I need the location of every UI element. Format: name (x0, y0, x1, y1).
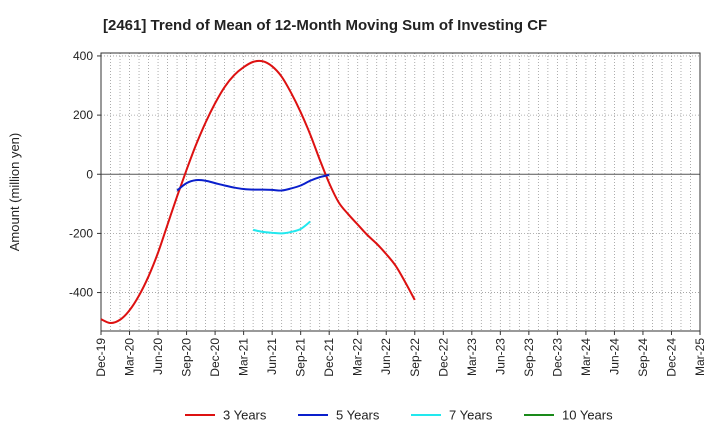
x-tick-label: Jun-21 (265, 338, 279, 375)
x-tick-label: Dec-21 (322, 338, 336, 377)
x-tick-label: Dec-22 (436, 338, 450, 377)
series-line-3-years (100, 59, 416, 325)
y-tick-label: 200 (73, 108, 93, 122)
x-tick-label: Sep-23 (522, 338, 536, 377)
y-tick-label: 400 (73, 49, 93, 63)
x-tick-label: Mar-25 (693, 338, 707, 376)
x-tick-label: Mar-20 (123, 338, 137, 376)
chart-title: [2461] Trend of Mean of 12-Month Moving … (103, 17, 547, 34)
legend-label-3-years: 3 Years (223, 408, 267, 423)
x-tick-label: Mar-24 (579, 338, 593, 376)
x-tick-label: Sep-22 (408, 338, 422, 377)
plot-frame (100, 52, 701, 332)
legend-label-7-years: 7 Years (449, 408, 493, 423)
x-tick-label: Jun-24 (607, 338, 621, 375)
y-tick-label: 0 (86, 167, 93, 181)
y-tick-label: -400 (69, 286, 93, 300)
gridlines (100, 53, 701, 331)
legend-label-10-years: 10 Years (562, 408, 613, 423)
legend-label-5-years: 5 Years (336, 408, 380, 423)
x-tick-label: Mar-21 (237, 338, 251, 376)
x-tick-label: Jun-20 (151, 338, 165, 375)
x-tick-label: Sep-21 (294, 338, 308, 377)
series-line-5-years (176, 173, 330, 192)
y-tick-label: -200 (69, 226, 93, 240)
axes: 400 200 0 -200 -400 Dec-19 Mar-20 Jun-20 Sep-20 D… (69, 49, 707, 377)
x-tick-label: Jun-22 (379, 338, 393, 375)
x-tick-label: Dec-24 (664, 338, 678, 377)
y-axis-label: Amount (million yen) (7, 133, 22, 252)
series-line-7-years (252, 220, 311, 235)
x-tick-label: Dec-19 (94, 338, 108, 377)
x-tick-label: Mar-22 (351, 338, 365, 376)
x-tick-label: Jun-23 (493, 338, 507, 375)
x-tick-label: Sep-20 (180, 338, 194, 377)
x-tick-label: Mar-23 (465, 338, 479, 376)
x-tick-label: Dec-20 (208, 338, 222, 377)
legend: 3 Years 5 Years 7 Years 10 Years (185, 408, 613, 423)
series-lines (100, 59, 416, 325)
x-tick-label: Sep-24 (636, 338, 650, 377)
x-tick-label: Dec-23 (550, 338, 564, 377)
